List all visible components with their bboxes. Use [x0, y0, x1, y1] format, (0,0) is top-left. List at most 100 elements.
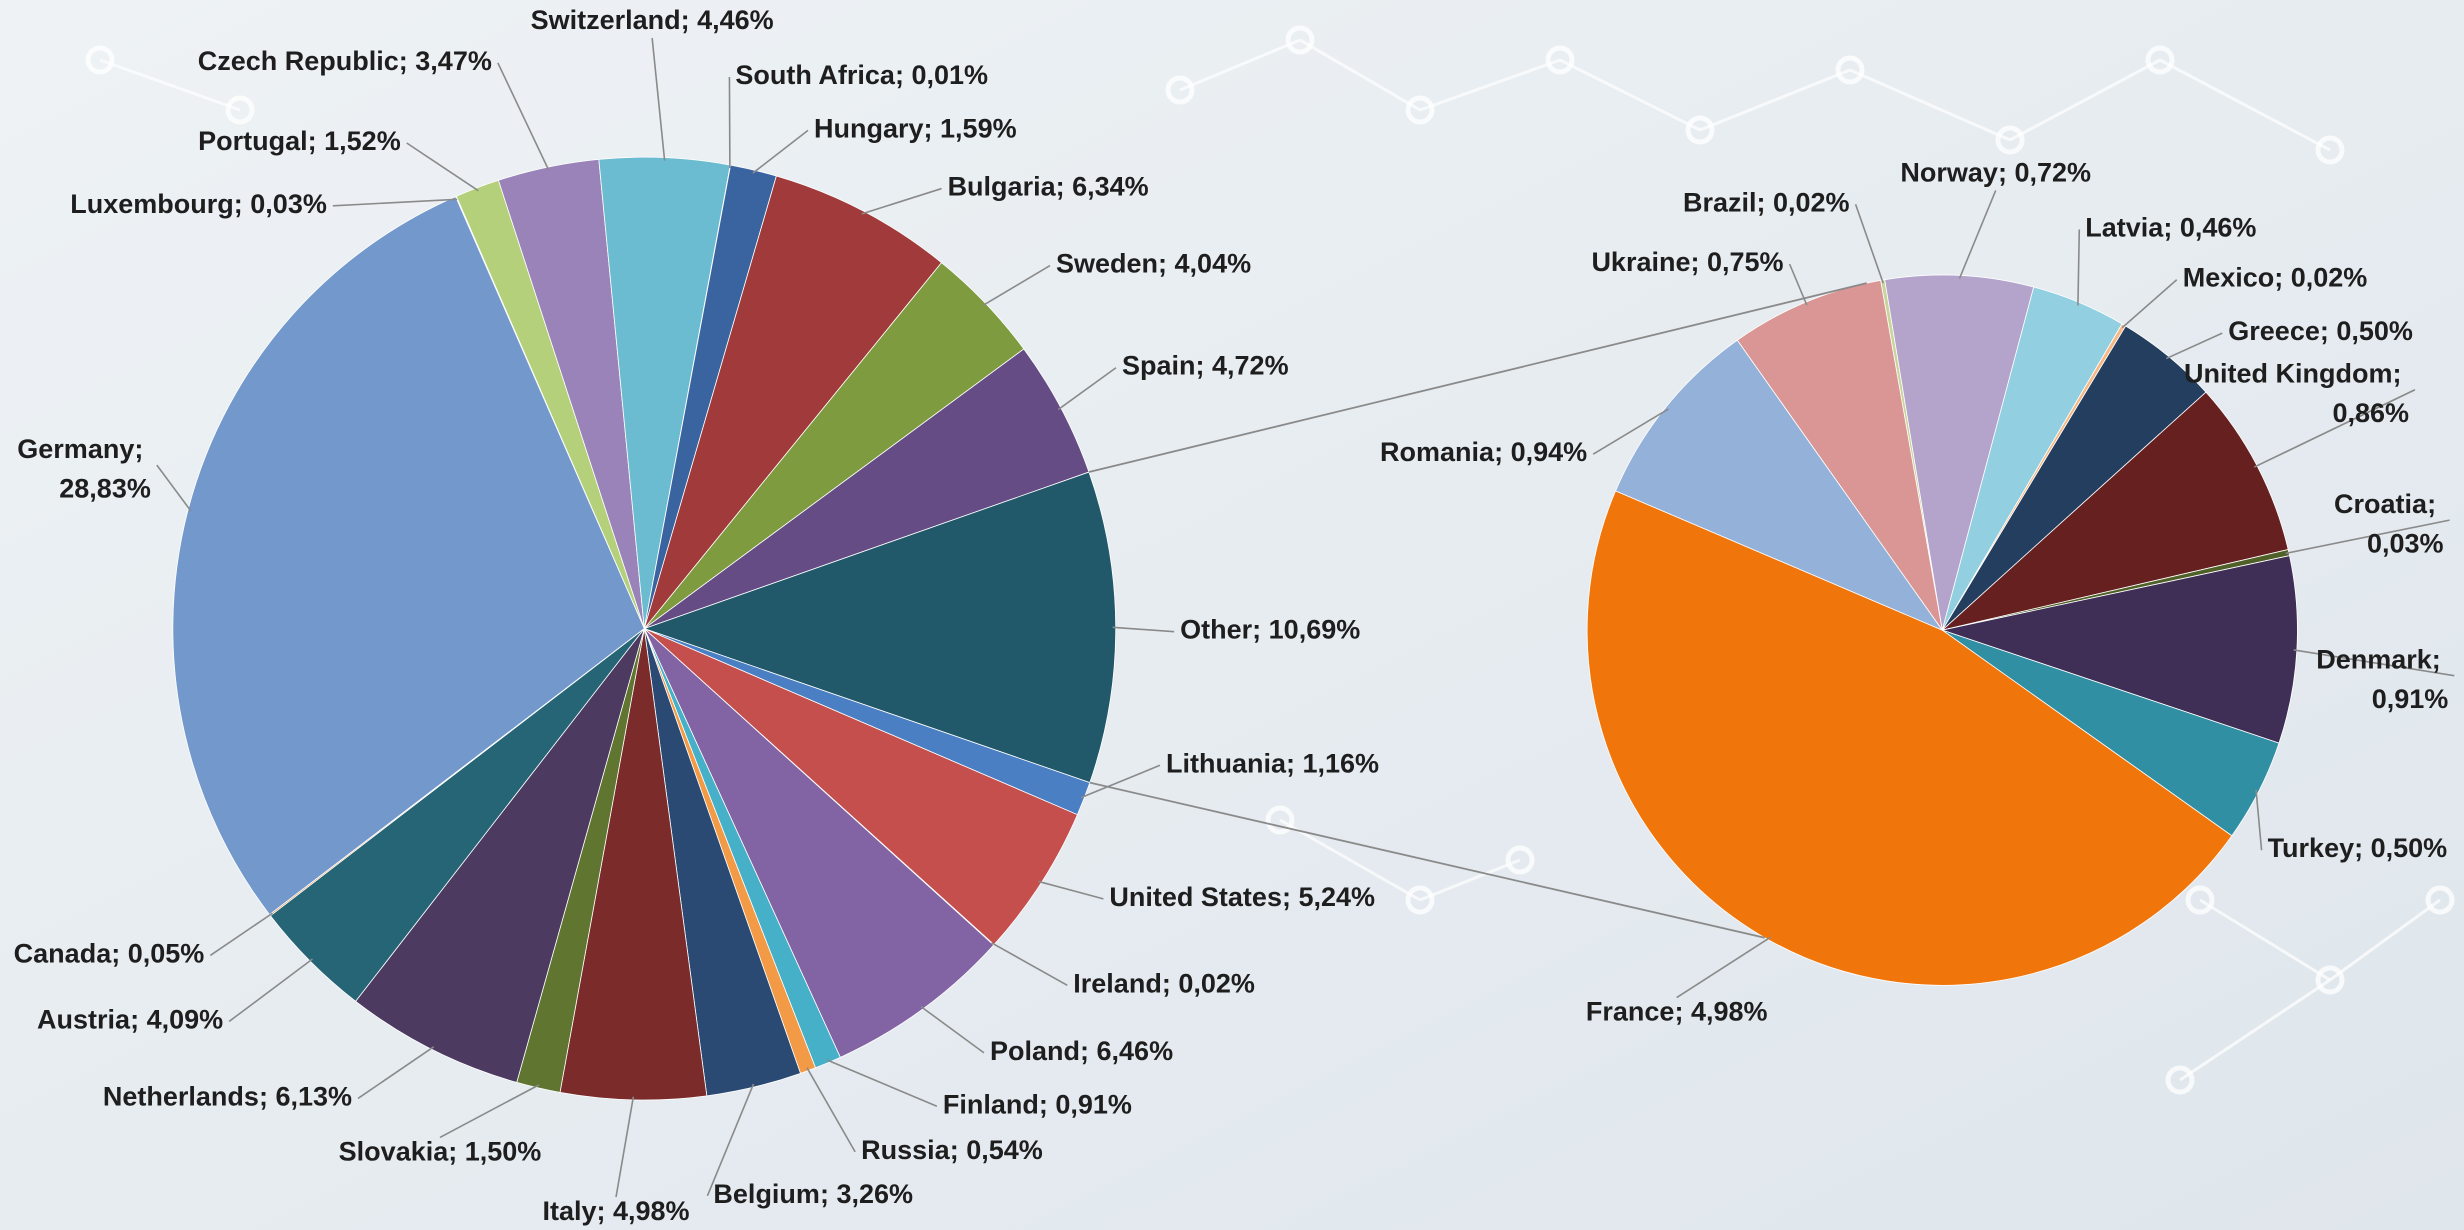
data-label: Ireland; 0,02%	[1073, 968, 1255, 998]
label-separator: ;	[448, 1137, 465, 1167]
label-value: 1,16%	[1303, 748, 1380, 778]
data-label: Netherlands; 6,13%	[103, 1082, 352, 1112]
label-separator: ;	[259, 1082, 276, 1112]
label-separator: ;	[1757, 187, 1774, 217]
data-label: Norway; 0,72%	[1900, 158, 2091, 188]
label-value: 0,02%	[1773, 187, 1850, 217]
label-separator: ;	[596, 1196, 613, 1226]
label-value: 10,69%	[1269, 615, 1361, 645]
pie-slice	[1615, 339, 1944, 632]
data-label: Latvia; 0,46%	[2085, 213, 2256, 243]
label-name: Ireland	[1073, 968, 1162, 998]
leader-line	[2121, 279, 2178, 329]
label-separator: ;	[130, 1005, 147, 1035]
leader-line	[2077, 229, 2081, 306]
label-separator: ;	[234, 189, 251, 219]
label-value: 0,75%	[1707, 247, 1784, 277]
label-value: 6,13%	[275, 1082, 352, 1112]
pie-slice	[643, 628, 995, 1058]
data-label: Sweden; 4,04%	[1056, 249, 1251, 279]
label-value: 0,86%	[2332, 398, 2409, 428]
pie	[172, 156, 1117, 1101]
label-name: Norway	[1900, 158, 1998, 188]
leader-line	[209, 912, 273, 957]
data-label: Turkey; 0,50%	[2268, 833, 2448, 863]
data-label: Germany; 28,83%	[17, 434, 151, 503]
data-label: Greece; 0,50%	[2228, 316, 2413, 346]
label-value: 0,91%	[2372, 684, 2449, 714]
leader-line	[1854, 204, 1884, 284]
data-label: Finland; 0,91%	[943, 1089, 1132, 1119]
label-separator: ;	[1286, 748, 1303, 778]
label-separator: ;	[2427, 489, 2444, 519]
label-name: Hungary	[814, 114, 924, 144]
data-label: Czech Republic; 3,47%	[198, 46, 492, 76]
label-separator: ;	[2432, 645, 2449, 675]
label-separator: ;	[820, 1179, 837, 1209]
pie-slice	[355, 628, 645, 1083]
pie-slice	[172, 196, 645, 916]
data-label: Switzerland; 4,46%	[531, 5, 774, 35]
label-separator: ;	[1039, 1089, 1056, 1119]
data-label: South Africa; 0,01%	[735, 60, 988, 90]
label-value: 4,98%	[1691, 997, 1768, 1027]
data-label: Croatia; 0,03%	[2334, 489, 2444, 558]
label-name: Italy	[542, 1196, 596, 1226]
label-value: 0,03%	[2367, 528, 2444, 558]
data-label: Slovakia; 1,50%	[339, 1137, 542, 1167]
label-separator: ;	[1080, 1036, 1097, 1066]
data-label: Luxembourg; 0,03%	[70, 189, 327, 219]
label-value: 1,52%	[324, 126, 401, 156]
label-name: Belgium	[713, 1179, 820, 1209]
label-value: 4,04%	[1175, 249, 1252, 279]
leader-line	[1080, 764, 1161, 799]
data-label: Portugal; 1,52%	[198, 126, 401, 156]
label-name: United States	[1109, 882, 1282, 912]
data-label: Canada; 0,05%	[14, 939, 205, 969]
label-separator: ;	[2320, 316, 2337, 346]
data-label: Poland; 6,46%	[990, 1036, 1173, 1066]
label-value: 0,03%	[250, 189, 327, 219]
leader-line	[982, 264, 1051, 307]
label-separator: ;	[1691, 247, 1708, 277]
data-label: Spain; 4,72%	[1122, 351, 1289, 381]
data-label: Russia; 0,54%	[861, 1135, 1043, 1165]
data-label: Romania; 0,94%	[1380, 437, 1587, 467]
label-value: 0,50%	[2371, 833, 2448, 863]
label-value: 0,02%	[1178, 968, 1255, 998]
leader-line	[2293, 649, 2455, 677]
label-separator: ;	[2163, 213, 2180, 243]
label-separator: ;	[1998, 158, 2015, 188]
leader-line	[332, 198, 458, 207]
leader-line	[1958, 190, 1997, 279]
label-separator: ;	[308, 126, 325, 156]
label-value: 4,09%	[147, 1005, 224, 1035]
leader-line	[991, 942, 1068, 986]
leader-line	[2285, 519, 2450, 555]
data-label: Denmark; 0,91%	[2316, 645, 2448, 714]
label-name: South Africa	[735, 60, 895, 90]
label-separator: ;	[1494, 437, 1511, 467]
label-separator: ;	[1674, 997, 1691, 1027]
label-value: 6,34%	[1072, 172, 1149, 202]
label-separator: ;	[1252, 615, 1269, 645]
label-name: Spain	[1122, 351, 1196, 381]
label-name: Bulgaria	[948, 172, 1057, 202]
connector-line	[1089, 781, 1765, 939]
label-name: Austria	[37, 1005, 131, 1035]
label-separator: ;	[1162, 968, 1179, 998]
label-value: 4,72%	[1212, 351, 1289, 381]
data-label: Ukraine; 0,75%	[1591, 247, 1783, 277]
data-label: United Kingdom; 0,86%	[2184, 359, 2409, 428]
label-separator: ;	[895, 60, 912, 90]
label-value: 4,46%	[697, 5, 774, 35]
label-value: 0,94%	[1511, 437, 1588, 467]
leader-line	[706, 1083, 755, 1197]
label-name: Mexico	[2183, 263, 2275, 293]
label-value: 0,05%	[128, 939, 205, 969]
data-label: Italy; 4,98%	[542, 1196, 689, 1226]
data-label: Mexico; 0,02%	[2183, 263, 2368, 293]
label-value: 1,50%	[465, 1137, 542, 1167]
label-name: Lithuania	[1166, 748, 1287, 778]
